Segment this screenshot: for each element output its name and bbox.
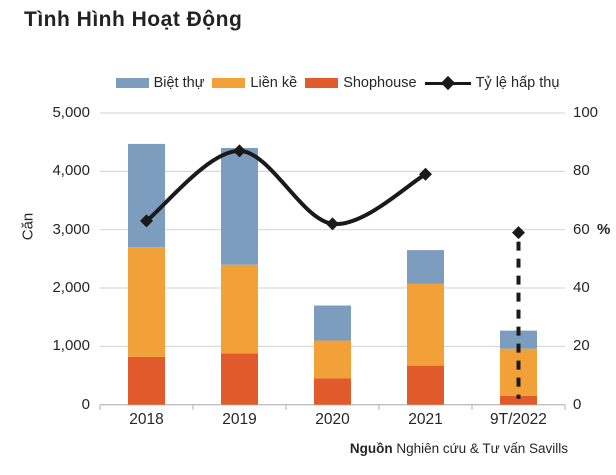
absorption-line (144, 148, 428, 226)
y-axis-tick-label: 1,000 (52, 337, 90, 355)
chart-title: Tình Hình Hoạt Động (24, 8, 243, 31)
y-axis-tick-label: 5,000 (52, 104, 90, 121)
x-axis-label-2020: 2020 (315, 411, 350, 428)
diamond-marker-2018 (140, 214, 153, 228)
bar-segment-biệt-thự-2018 (128, 143, 165, 248)
y-axis-tick-label: 2,000 (52, 279, 90, 297)
bar-segment-biệt-thự-9T/2022 (500, 330, 537, 349)
y2-axis-tick-label: 20 (573, 337, 590, 355)
source-text: Nghiên cứu & Tư vấn Savills (392, 441, 568, 456)
bar-segment-liền-kề-2018 (128, 247, 165, 357)
y2-axis-tick-label: 0 (573, 395, 582, 413)
y-axis-tick-label: 0 (81, 395, 90, 413)
y-axis-tick-label: 4,000 (52, 162, 90, 180)
legend-label: Tỷ lệ hấp thụ (475, 75, 560, 91)
chart-legend: Biệt thự Liền kề Shophouse Tỷ lệ hấp thụ (95, 73, 580, 93)
x-axis-label-9T/2022: 9T/2022 (490, 411, 547, 428)
y2-axis-title: % (597, 220, 611, 238)
legend-label: Liền kề (250, 75, 298, 91)
bar-segment-shophouse-2018 (128, 356, 165, 405)
bar-segment-shophouse-2021 (407, 365, 444, 405)
y2-axis-tick-label: 80 (573, 162, 590, 180)
x-axis-label-2019: 2019 (222, 411, 257, 428)
legend-line-diamond-icon (424, 75, 471, 91)
source-note: Nguồn Nghiên cứu & Tư vấn Savills (350, 441, 568, 456)
y-axis-tick-label: 3,000 (52, 220, 90, 238)
x-axis-label-2021: 2021 (408, 411, 443, 428)
legend-label: Biệt thự (153, 75, 205, 91)
legend-item-1: Liền kề (212, 75, 297, 91)
x-axis-label-2018: 2018 (129, 411, 164, 428)
source-label: Nguồn (349, 441, 393, 456)
legend-item-3: Tỷ lệ hấp thụ (424, 75, 560, 91)
y2-axis-tick-label: 40 (573, 279, 590, 297)
bar-segment-shophouse-2019 (221, 353, 258, 405)
plot-area (99, 112, 566, 410)
bar-segment-liền-kề-2020 (314, 340, 351, 379)
bar-segment-biệt-thự-2019 (221, 148, 258, 265)
bar-segment-shophouse-2020 (314, 378, 351, 405)
legend-swatch-icon (212, 78, 246, 88)
bar-segment-shophouse-9T/2022 (500, 395, 537, 405)
bar-segment-biệt-thự-2021 (407, 250, 444, 284)
legend-label: Shophouse (343, 75, 417, 91)
diamond-marker-2020 (326, 217, 339, 231)
legend-item-2: Shophouse (305, 75, 417, 91)
bar-segment-liền-kề-2021 (407, 283, 444, 366)
legend-swatch-icon (305, 78, 339, 88)
y2-axis-tick-label: 60 (573, 220, 590, 238)
bar-segment-liền-kề-2019 (221, 264, 258, 354)
diamond-marker-9T/2022 (512, 226, 525, 240)
diamond-marker-2019 (233, 144, 246, 158)
legend-item-0: Biệt thự (115, 75, 205, 91)
bar-segment-liền-kề-9T/2022 (500, 348, 537, 396)
y2-axis-tick-label: 100 (573, 104, 599, 121)
diamond-marker-2021 (419, 167, 432, 181)
bar-segment-biệt-thự-2020 (314, 305, 351, 341)
legend-swatch-icon (115, 78, 149, 88)
